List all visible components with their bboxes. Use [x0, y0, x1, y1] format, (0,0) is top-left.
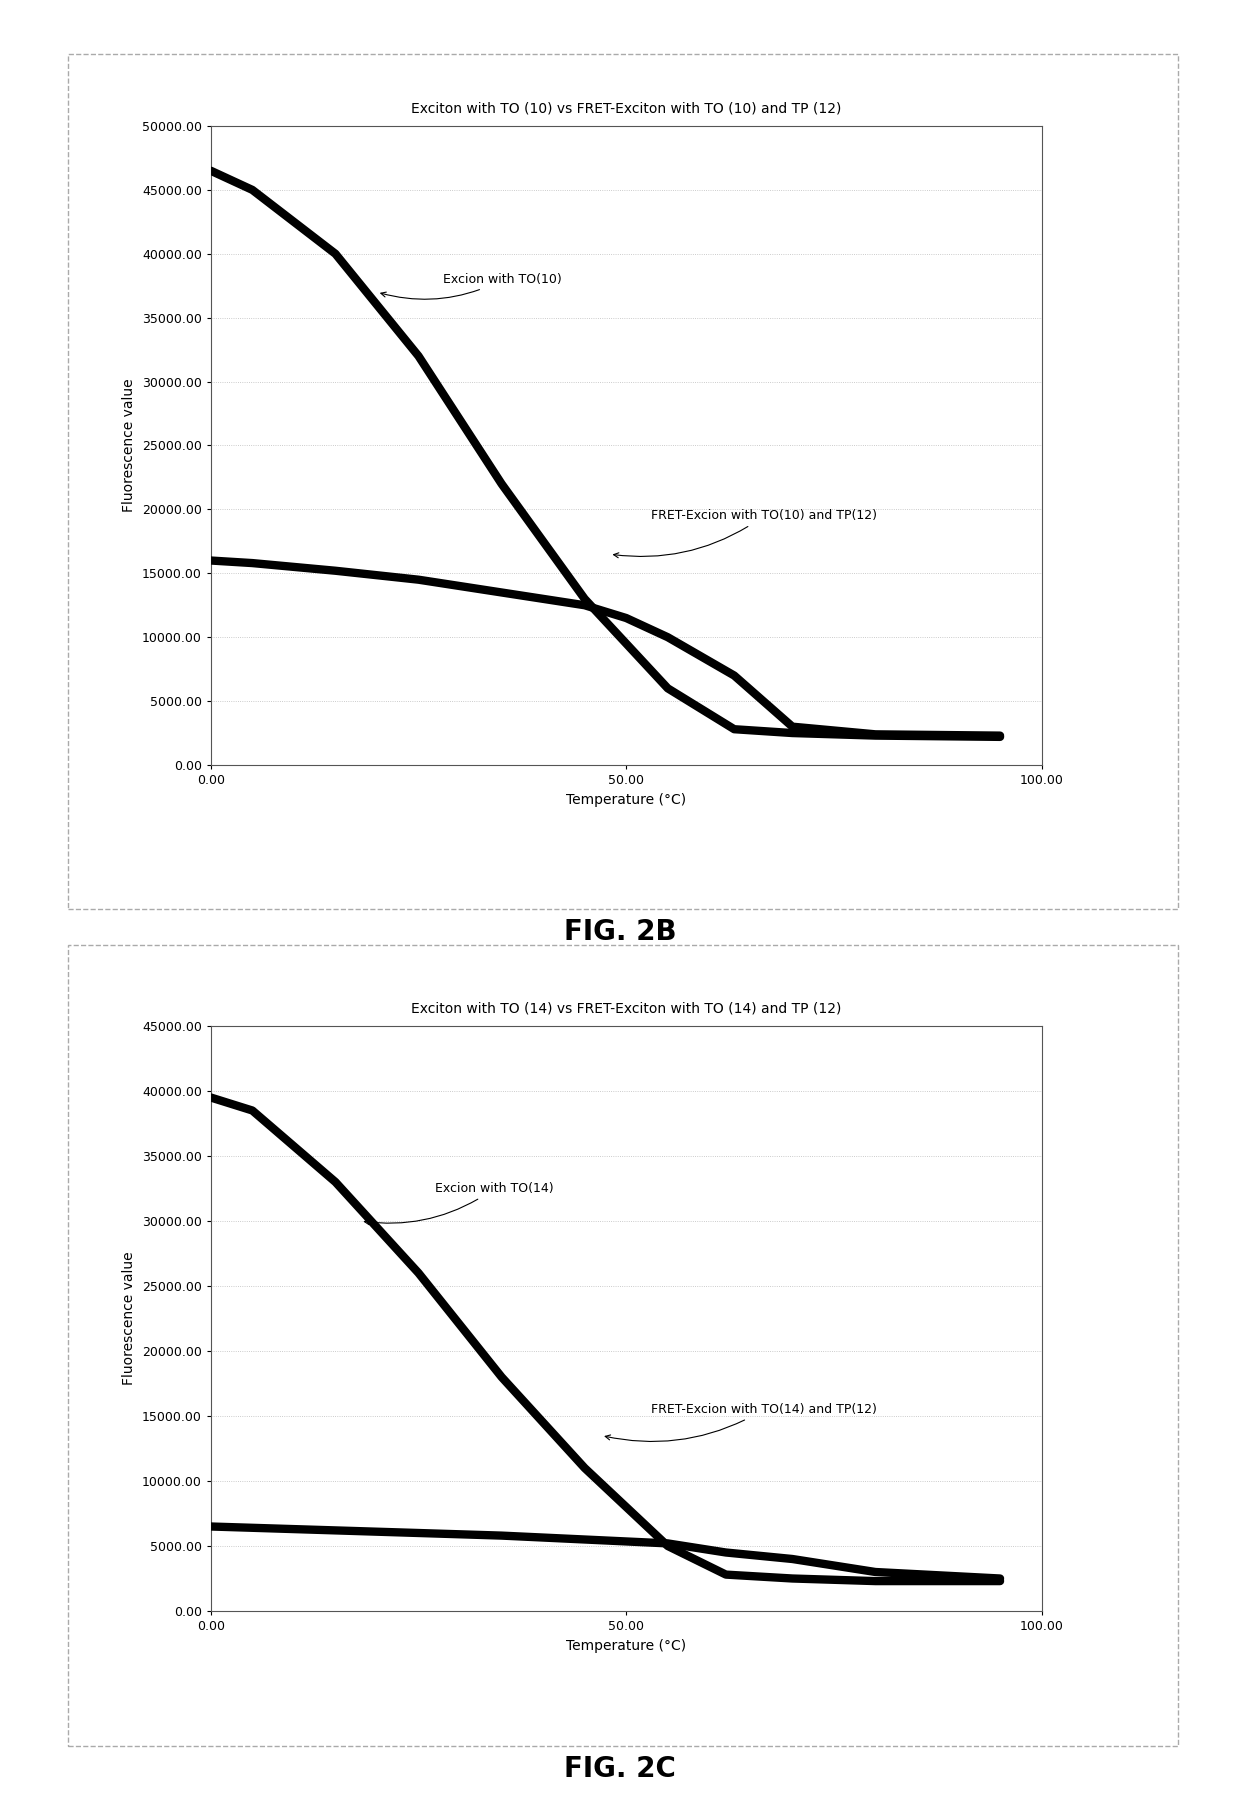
- Text: FIG. 2C: FIG. 2C: [564, 1755, 676, 1784]
- Y-axis label: Fluorescence value: Fluorescence value: [123, 378, 136, 513]
- Title: Exciton with TO (14) vs FRET-Exciton with TO (14) and TP (12): Exciton with TO (14) vs FRET-Exciton wit…: [410, 1001, 842, 1015]
- Text: FRET-Excion with TO(10) and TP(12): FRET-Excion with TO(10) and TP(12): [614, 509, 877, 558]
- Text: Excion with TO(14): Excion with TO(14): [365, 1183, 554, 1224]
- Text: Excion with TO(10): Excion with TO(10): [381, 274, 562, 299]
- Title: Exciton with TO (10) vs FRET-Exciton with TO (10) and TP (12): Exciton with TO (10) vs FRET-Exciton wit…: [410, 101, 842, 115]
- Text: FRET-Excion with TO(14) and TP(12): FRET-Excion with TO(14) and TP(12): [605, 1402, 877, 1442]
- Y-axis label: Fluorescence value: Fluorescence value: [123, 1251, 136, 1386]
- Text: FIG. 2B: FIG. 2B: [564, 918, 676, 947]
- X-axis label: Temperature (°C): Temperature (°C): [567, 1638, 686, 1652]
- X-axis label: Temperature (°C): Temperature (°C): [567, 792, 686, 806]
